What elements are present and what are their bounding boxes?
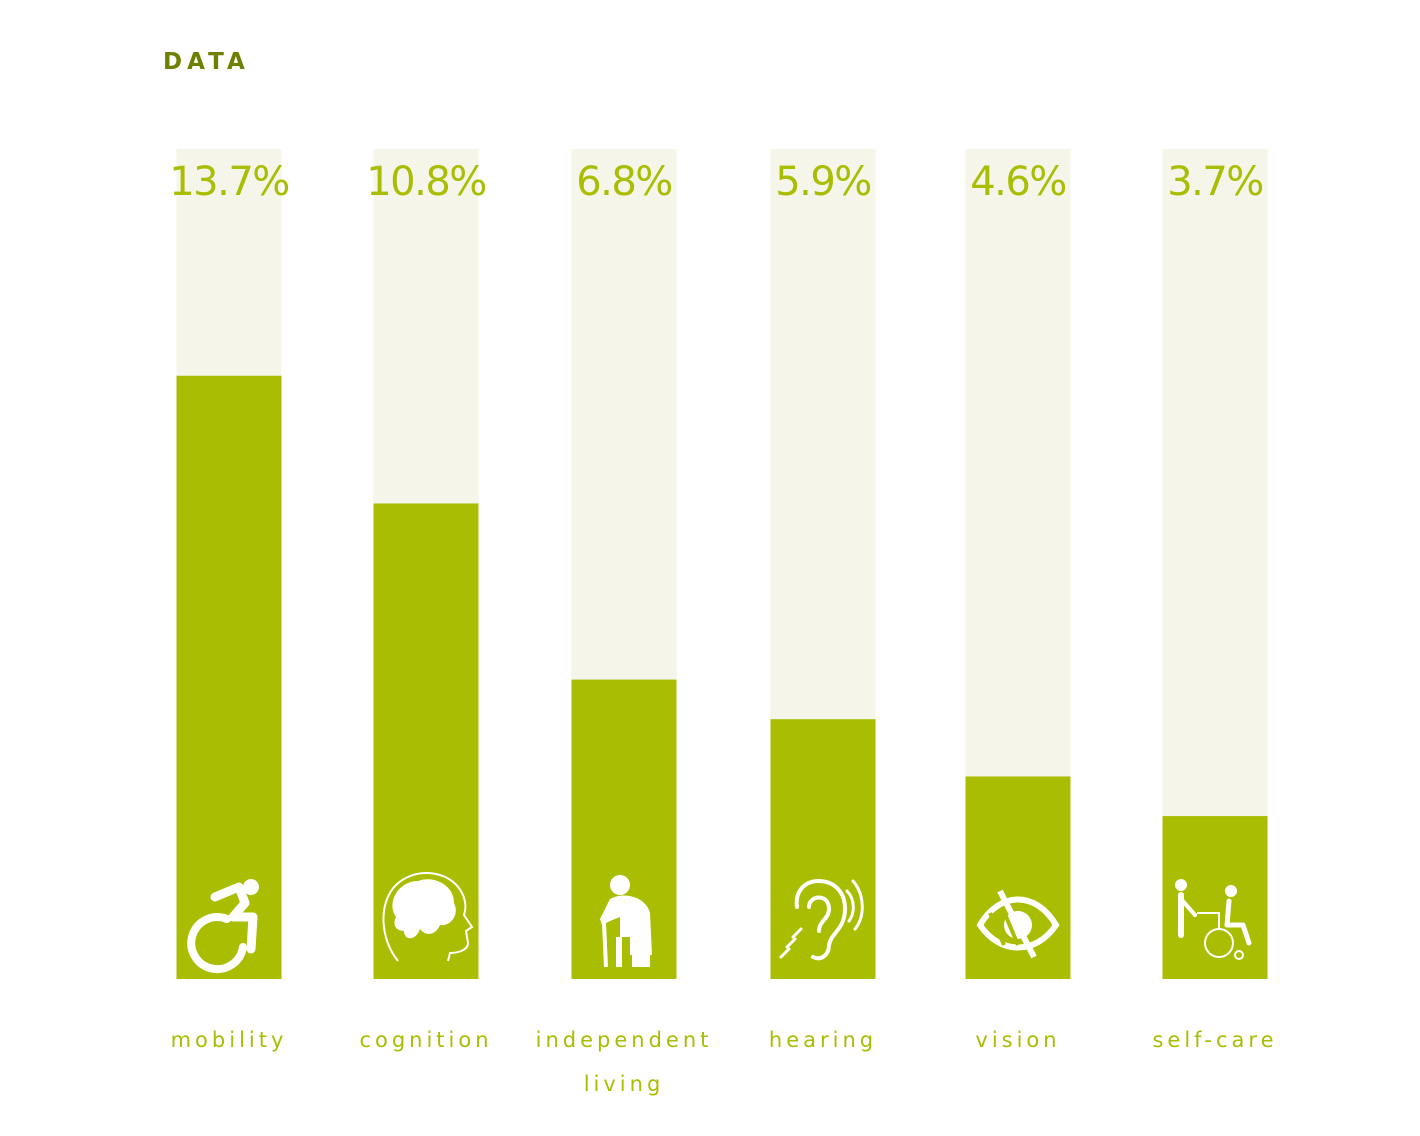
elderly-person-cane-icon	[600, 875, 652, 968]
category-label-independent-living-line-2: living	[584, 1072, 665, 1096]
value-label-self-care: 3.7%	[1167, 159, 1263, 205]
chart-title: DATA	[163, 49, 250, 75]
category-label-mobility: mobility	[171, 1028, 288, 1052]
caregiver-wheelchair-icon	[1175, 879, 1252, 960]
category-label-vision: vision	[975, 1028, 1060, 1052]
value-label-cognition: 10.8%	[366, 159, 486, 205]
hearing-ear-icon	[779, 878, 864, 961]
category-label-cognition: cognition	[359, 1028, 492, 1052]
low-vision-eye-icon	[976, 889, 1060, 959]
bar-hearing	[770, 719, 876, 979]
wheelchair-icon	[187, 879, 259, 974]
category-label-self-care: self-care	[1152, 1028, 1277, 1052]
value-label-mobility: 13.7%	[169, 159, 289, 205]
value-label-independent-living: 6.8%	[576, 159, 672, 205]
category-label-hearing: hearing	[769, 1028, 877, 1052]
value-label-hearing: 5.9%	[775, 159, 871, 205]
value-label-vision: 4.6%	[970, 159, 1066, 205]
brain-head-icon	[382, 872, 474, 962]
category-label-independent-living: independent	[536, 1028, 713, 1052]
bar-mobility	[176, 375, 282, 979]
